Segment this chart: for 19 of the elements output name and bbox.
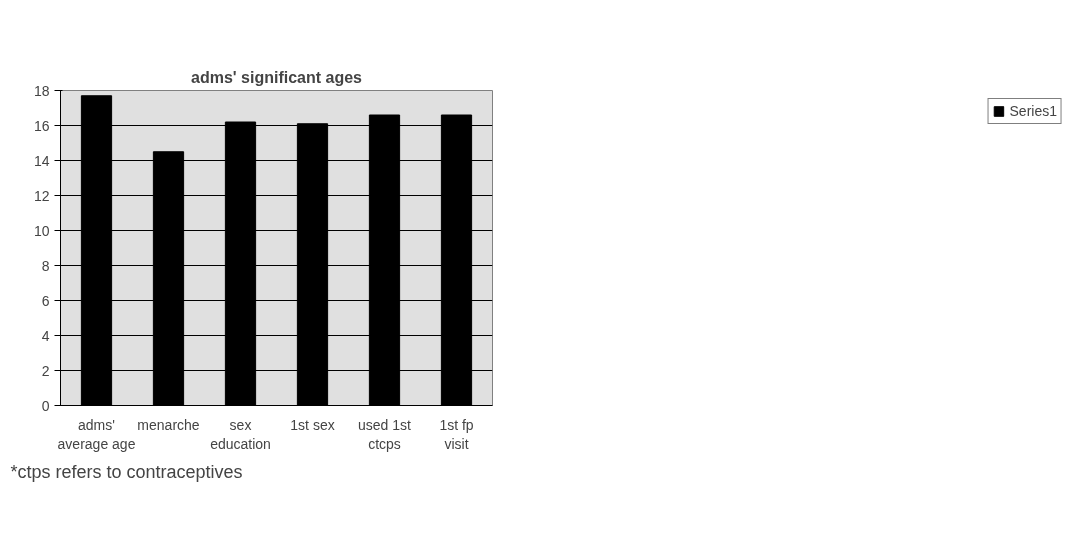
y-tick-label: 14 [33, 152, 50, 169]
y-tick-label: 2 [41, 362, 50, 379]
x-tick-label: menarche [137, 416, 200, 433]
y-tick-label: 16 [33, 117, 50, 134]
y-tick-label: 10 [33, 222, 50, 239]
y-tick-label: 12 [33, 187, 50, 204]
x-tick-label: 1st sex [290, 416, 335, 433]
legend-label: Series1 [1009, 103, 1057, 119]
y-tick-label: 8 [41, 257, 50, 274]
y-tick-label: 0 [41, 397, 50, 414]
text: *ctps refers to contraceptives [10, 461, 243, 482]
y-tick-label: 4 [41, 327, 50, 344]
y-tick-label: 18 [33, 82, 50, 99]
x-tick-label: used 1st ctcps [358, 416, 412, 452]
chart-title: adms' significant ages [191, 68, 363, 86]
x-tick-label: sex education [210, 416, 271, 452]
x-tick-label: adms' average age [57, 416, 136, 452]
x-tick-label: 1st fp visit [439, 416, 474, 452]
y-tick-label: 6 [41, 292, 50, 309]
